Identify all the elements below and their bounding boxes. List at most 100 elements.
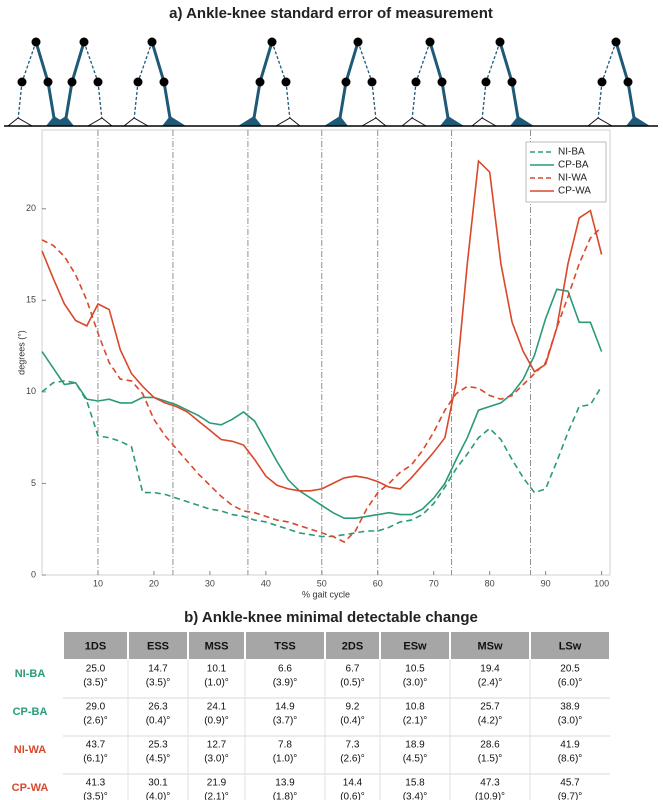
gait-figure [400,36,466,128]
x-tick-label: 80 [485,578,495,588]
cell-sd: (1.8)° [273,792,298,800]
x-tick-label: 100 [594,578,609,588]
cell-value: 41.9 [560,740,580,751]
cell-value: 38.9 [560,702,580,713]
cell-sd: (1.0)° [273,754,298,765]
cell-sd: (6.0)° [558,678,583,689]
gait-figure [236,36,302,128]
gait-figure [470,36,536,128]
cell-value: 21.9 [207,778,227,789]
cell-value: 15.8 [405,778,425,789]
cell-value: 45.7 [560,778,580,789]
cell-value: 41.3 [86,778,106,789]
header-label: 2DS [342,640,363,652]
row-label: NI-WA [14,744,46,756]
x-tick-label: 10 [93,578,103,588]
cell-sd: (0.4)° [340,716,365,727]
cell-sd: (3.9)° [273,678,298,689]
legend-label: NI-WA [558,173,587,184]
cell-sd: (2.1)° [403,716,428,727]
cell-sd: (3.5)° [83,792,108,800]
header-cell [64,632,127,659]
cell-sd: (1.5)° [478,754,503,765]
header-cell [189,632,244,659]
x-tick-label: 50 [317,578,327,588]
cell-value: 10.5 [405,664,425,675]
cell-sd: (0.6)° [340,792,365,800]
gait-figure [322,36,388,128]
header-label: TSS [274,640,295,652]
cell-sd: (3.5)° [83,678,108,689]
cell-value: 6.6 [278,664,292,675]
cell-sd: (2.6)° [83,716,108,727]
cell-sd: (2.6)° [340,754,365,765]
cell-value: 6.7 [346,664,360,675]
header-cell [381,632,449,659]
cell-sd: (4.5)° [146,754,171,765]
cell-value: 10.8 [405,702,425,713]
cell-value: 25.7 [480,702,500,713]
cell-value: 10.1 [207,664,227,675]
cell-value: 25.0 [86,664,106,675]
cell-sd: (4.0)° [146,792,171,800]
y-tick-label: 20 [26,203,36,213]
header-cell [129,632,187,659]
cell-sd: (4.2)° [478,716,503,727]
cell-sd: (3.0)° [204,754,229,765]
row-label: CP-BA [13,706,48,718]
cell-sd: (0.5)° [340,678,365,689]
cell-sd: (2.4)° [478,678,503,689]
cell-value: 7.3 [346,740,360,751]
row-label: CP-WA [12,782,49,794]
gait-figure [122,36,188,128]
series-line [41,159,603,492]
cell-value: 24.1 [207,702,227,713]
cell-sd: (8.6)° [558,754,583,765]
legend-label: NI-BA [558,147,585,158]
cell-sd: (0.9)° [204,716,229,727]
cell-sd: (3.4)° [403,792,428,800]
header-cell [531,632,609,659]
series-line [41,226,603,543]
cell-sd: (9.7)° [558,792,583,800]
gait-figure [48,36,114,128]
cell-sd: (1.0)° [204,678,229,689]
legend-label: CP-BA [558,160,589,171]
cell-value: 19.4 [480,664,500,675]
cell-value: 25.3 [148,740,168,751]
y-tick-label: 5 [31,478,36,488]
cell-sd: (6.1)° [83,754,108,765]
header-label: MSw [477,640,503,652]
table-title: b) Ankle-knee minimal detectable change [184,609,478,626]
x-tick-label: 40 [261,578,271,588]
cell-value: 26.3 [148,702,168,713]
cell-value: 18.9 [405,740,425,751]
header-label: 1DS [85,640,106,652]
y-tick-label: 15 [26,295,36,305]
chart-title: a) Ankle-knee standard error of measurem… [169,5,493,22]
x-axis-label: % gait cycle [302,589,350,599]
cell-value: 47.3 [480,778,500,789]
y-axis-label: degrees (°) [16,330,26,375]
cell-value: 7.8 [278,740,292,751]
cell-value: 12.7 [207,740,227,751]
header-label: MSS [205,640,229,652]
header-cell [451,632,529,659]
x-tick-label: 90 [541,578,551,588]
cell-sd: (10.9)° [475,792,505,800]
cell-value: 13.9 [275,778,295,789]
cell-value: 29.0 [86,702,106,713]
x-tick-label: 30 [205,578,215,588]
legend-label: CP-WA [558,186,591,197]
y-tick-label: 0 [31,569,36,579]
header-label: LSw [559,640,582,652]
x-tick-label: 20 [149,578,159,588]
header-cell [326,632,379,659]
cell-value: 14.4 [343,778,363,789]
x-tick-label: 70 [429,578,439,588]
y-tick-label: 10 [26,386,36,396]
row-label: NI-BA [15,668,46,680]
cell-sd: (3.0)° [403,678,428,689]
